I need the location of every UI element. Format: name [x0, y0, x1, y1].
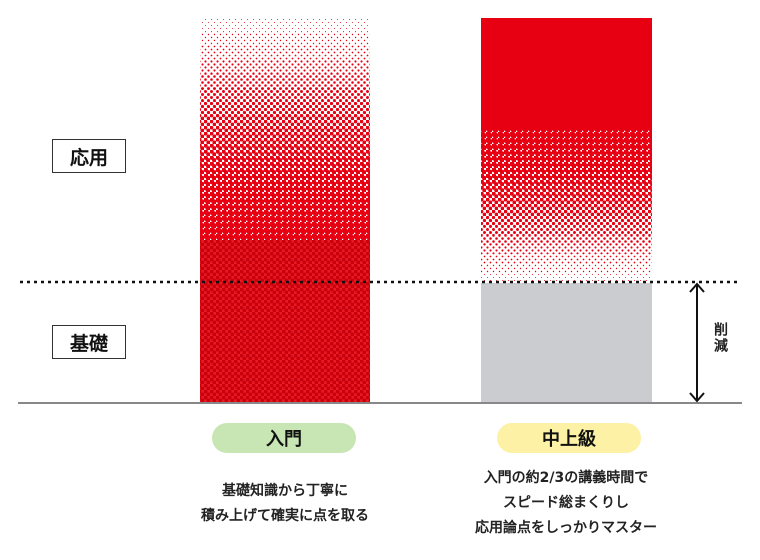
description-line: スピード総まくりし [503, 495, 629, 511]
halftone [481, 225, 652, 235]
halftone [200, 184, 370, 199]
halftone [481, 196, 652, 207]
description-line: 基礎知識から丁寧に [222, 483, 348, 499]
halftone [481, 130, 652, 140]
halftone [481, 139, 652, 150]
halftone [200, 156, 370, 172]
halftone [200, 212, 370, 227]
halftone [200, 73, 370, 88]
course-description: 基礎知識から丁寧に 積み上げて確実に点を取る [145, 479, 425, 529]
course-description: 入門の約2/3の講義時間で スピード総まくりし 応用論点をしっかりマスター [426, 466, 706, 541]
description-line: 応用論点をしっかりマスター [475, 520, 657, 536]
solid-block [481, 18, 652, 130]
reduction-label: 削減 [712, 322, 728, 354]
description-line: 入門の約2/3の講義時間で [483, 470, 649, 486]
halftone [200, 226, 370, 241]
halftone [200, 101, 370, 116]
halftone [481, 215, 652, 226]
halftone [481, 263, 652, 273]
halftone [481, 206, 652, 216]
halftone [200, 87, 370, 102]
halftone [200, 142, 370, 158]
course-name: 入門 [212, 423, 356, 453]
halftone [481, 244, 652, 254]
halftone [481, 158, 652, 169]
halftone [481, 234, 652, 245]
reduction-arrow [689, 282, 705, 403]
halftone [481, 187, 652, 197]
halftone [481, 168, 652, 178]
halftone [200, 45, 370, 61]
halftone [200, 170, 370, 185]
halftone [481, 272, 652, 283]
halftone [481, 253, 652, 264]
halftone [200, 18, 370, 33]
description-line: 積み上げて確実に点を取る [201, 508, 369, 524]
reduced-block [481, 283, 652, 403]
halftone [200, 31, 370, 47]
course-name: 中上級 [497, 423, 641, 453]
halftone [481, 177, 652, 188]
halftone [200, 115, 370, 130]
halftone [200, 198, 370, 213]
halftone [200, 129, 370, 144]
side-label: 応用 [52, 139, 126, 173]
halftone [481, 149, 652, 159]
base-block [200, 240, 370, 403]
halftone [200, 59, 370, 74]
side-label: 基礎 [52, 325, 126, 359]
